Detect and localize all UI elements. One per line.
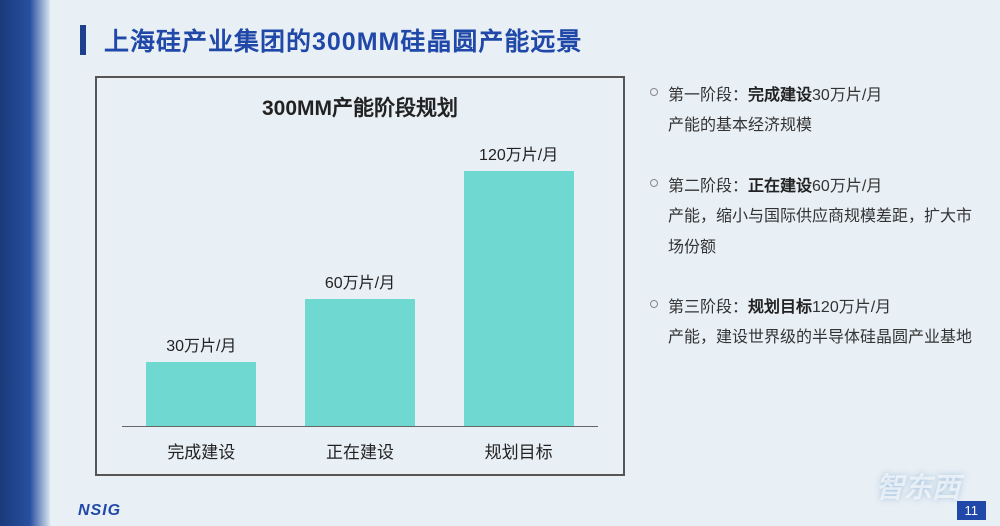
stage-item: 第一阶段：完成建设30万片/月产能的基本经济规模 [650, 81, 975, 142]
x-axis-label: 规划目标 [447, 438, 590, 463]
stage-item: 第三阶段：规划目标120万片/月产能，建设世界级的半导体硅晶圆产业基地 [650, 293, 975, 354]
title-bar: 上海硅产业集团的300MM硅晶圆产能远景 [50, 0, 1000, 76]
plot-area: 30万片/月 60万片/月 120万片/月 [122, 128, 598, 426]
bullet-icon [650, 179, 658, 187]
bar [305, 299, 415, 426]
stage-text: 第一阶段：完成建设30万片/月产能的基本经济规模 [668, 81, 882, 142]
stage-text: 第三阶段：规划目标120万片/月产能，建设世界级的半导体硅晶圆产业基地 [668, 293, 972, 354]
stages-panel: 第一阶段：完成建设30万片/月产能的基本经济规模第二阶段：正在建设60万片/月产… [650, 76, 975, 476]
x-axis-label: 完成建设 [130, 438, 273, 463]
x-axis: 完成建设正在建设规划目标 [122, 426, 598, 474]
watermark: 智东西 [876, 466, 960, 506]
content-row: 300MM产能阶段规划 30万片/月 60万片/月 120万片/月 完成建设正在建设… [50, 76, 1000, 476]
bar [464, 171, 574, 426]
x-axis-label: 正在建设 [289, 438, 432, 463]
bar-value-label: 60万片/月 [325, 269, 395, 293]
bullet-icon [650, 88, 658, 96]
stage-item: 第二阶段：正在建设60万片/月产能，缩小与国际供应商规模差距，扩大市场份额 [650, 172, 975, 263]
bars-container: 30万片/月 60万片/月 120万片/月 [122, 128, 598, 426]
bar-group: 30万片/月 [130, 332, 273, 426]
page-number: 11 [957, 501, 987, 520]
chart-title: 300MM产能阶段规划 [97, 78, 623, 130]
slide-title: 上海硅产业集团的300MM硅晶圆产能远景 [104, 22, 582, 58]
bar-value-label: 30万片/月 [166, 332, 236, 356]
bar-chart: 300MM产能阶段规划 30万片/月 60万片/月 120万片/月 完成建设正在建设… [95, 76, 625, 476]
bullet-icon [650, 300, 658, 308]
logo-text: NSIG [78, 502, 121, 520]
stage-text: 第二阶段：正在建设60万片/月产能，缩小与国际供应商规模差距，扩大市场份额 [668, 172, 975, 263]
title-accent [80, 25, 86, 55]
bar-group: 120万片/月 [447, 141, 590, 426]
slide-container: 上海硅产业集团的300MM硅晶圆产能远景 300MM产能阶段规划 30万片/月 6… [50, 0, 1000, 526]
bar-value-label: 120万片/月 [479, 141, 558, 165]
bar [146, 362, 256, 426]
bar-group: 60万片/月 [289, 269, 432, 426]
